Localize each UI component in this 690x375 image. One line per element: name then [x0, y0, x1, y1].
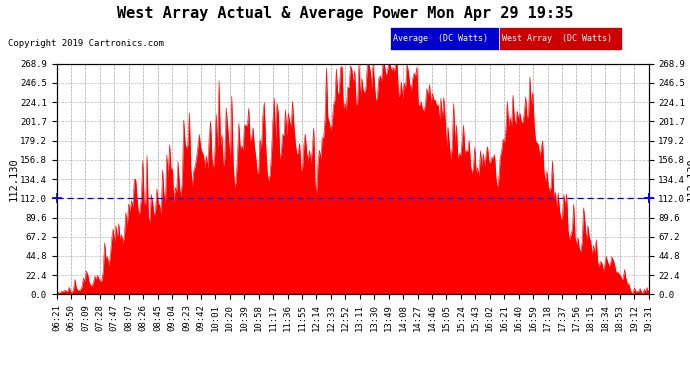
Text: West Array  (DC Watts): West Array (DC Watts) — [502, 34, 611, 43]
Y-axis label: 112.130: 112.130 — [687, 157, 690, 201]
Text: Copyright 2019 Cartronics.com: Copyright 2019 Cartronics.com — [8, 39, 164, 48]
Text: West Array Actual & Average Power Mon Apr 29 19:35: West Array Actual & Average Power Mon Ap… — [117, 6, 573, 21]
Text: Average  (DC Watts): Average (DC Watts) — [393, 34, 488, 43]
Y-axis label: 112.130: 112.130 — [8, 157, 19, 201]
